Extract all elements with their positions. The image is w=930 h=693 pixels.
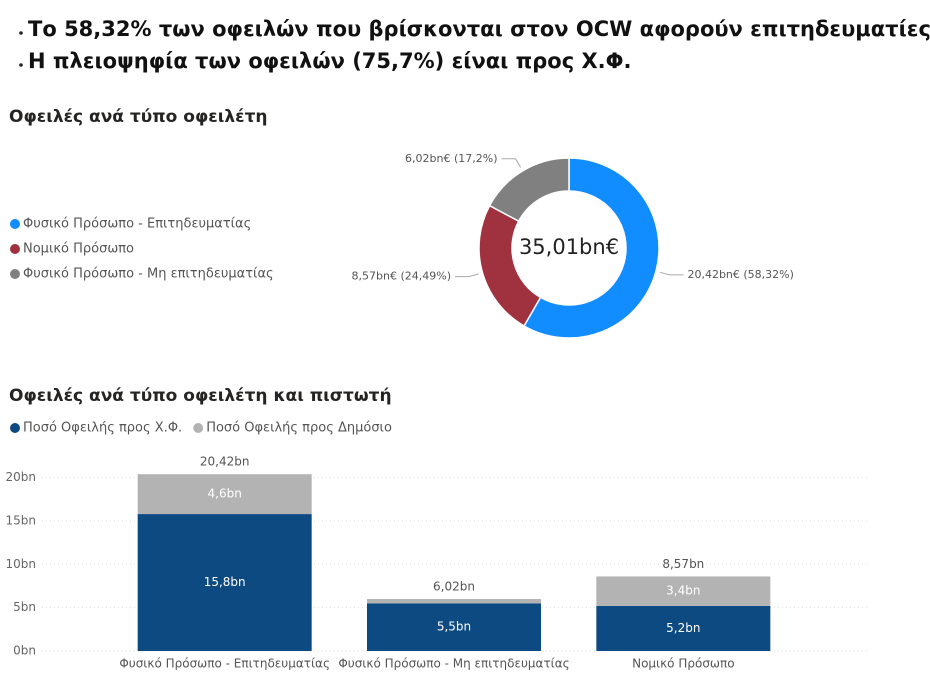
total-label: 6,02bn: [433, 579, 475, 593]
y-tick-label: 0bn: [13, 644, 36, 658]
legend-marker: [10, 423, 20, 433]
x-tick-label: Νομικό Πρόσωπο: [632, 657, 734, 671]
y-tick-label: 15bn: [6, 514, 37, 528]
bar-segment: [596, 576, 771, 606]
total-label: 20,42bn: [200, 455, 250, 469]
data-label: 8,57bn€ (24,49%): [352, 270, 451, 283]
bar-segment: [596, 605, 771, 651]
bar-segment: [137, 514, 312, 651]
donut-slice: [478, 204, 542, 327]
chart-title: Οφειλές ανά τύπο οφειλέτη: [9, 107, 268, 127]
donut-slice: [523, 157, 660, 339]
data-label: 4,6bn: [208, 487, 242, 501]
bullet-text: Η πλειοψηφία των οφειλών (75,7%) είναι π…: [28, 49, 632, 73]
legend-marker: [10, 244, 20, 254]
chart-title: Οφειλές ανά τύπο οφειλέτη και πιστωτή: [9, 386, 392, 406]
data-label: 3,4bn: [666, 584, 700, 598]
legend-label: Ποσό Οφειλής προς Χ.Φ.: [23, 421, 182, 436]
bullet-text: Το 58,32% των οφειλών που βρίσκονται στο…: [28, 17, 930, 41]
bullet-dot: [19, 63, 23, 67]
x-tick-label: Φυσικό Πρόσωπο - Μη επιτηδευματίας: [338, 657, 569, 671]
bar-segment: [367, 603, 541, 651]
y-tick-label: 5bn: [13, 600, 36, 614]
legend-marker: [193, 423, 204, 433]
bullet-dot: [19, 31, 23, 35]
data-label: 20,42bn€ (58,32%): [687, 268, 793, 281]
y-tick-label: 20bn: [6, 470, 37, 484]
data-label: 5,5bn: [437, 620, 471, 634]
bar-segment: [137, 474, 312, 515]
bar-segment: [367, 599, 541, 604]
leader-line: [455, 273, 479, 278]
data-label: 5,2bn: [666, 621, 700, 635]
donut-slice: [488, 157, 570, 223]
legend-marker: [10, 269, 20, 279]
data-label: 15,8bn: [204, 575, 246, 589]
legend-marker: [10, 219, 20, 229]
legend-label: Φυσικό Πρόσωπο - Μη επιτηδευματίας: [23, 267, 274, 282]
legend-label: Ποσό Οφειλής προς Δημόσιο: [206, 421, 392, 436]
y-tick-label: 10bn: [6, 557, 37, 571]
data-label: 6,02bn€ (17,2%): [405, 152, 497, 165]
leader-line: [501, 158, 522, 168]
center-label: 35,01bn€: [519, 235, 619, 259]
leader-line: [659, 271, 684, 276]
legend-label: Νομικό Πρόσωπο: [23, 242, 134, 257]
legend-label: Φυσικό Πρόσωπο - Επιτηδευματίας: [23, 217, 251, 232]
x-tick-label: Φυσικό Πρόσωπο - Επιτηδευματίας: [119, 657, 330, 671]
total-label: 8,57bn: [662, 557, 704, 571]
